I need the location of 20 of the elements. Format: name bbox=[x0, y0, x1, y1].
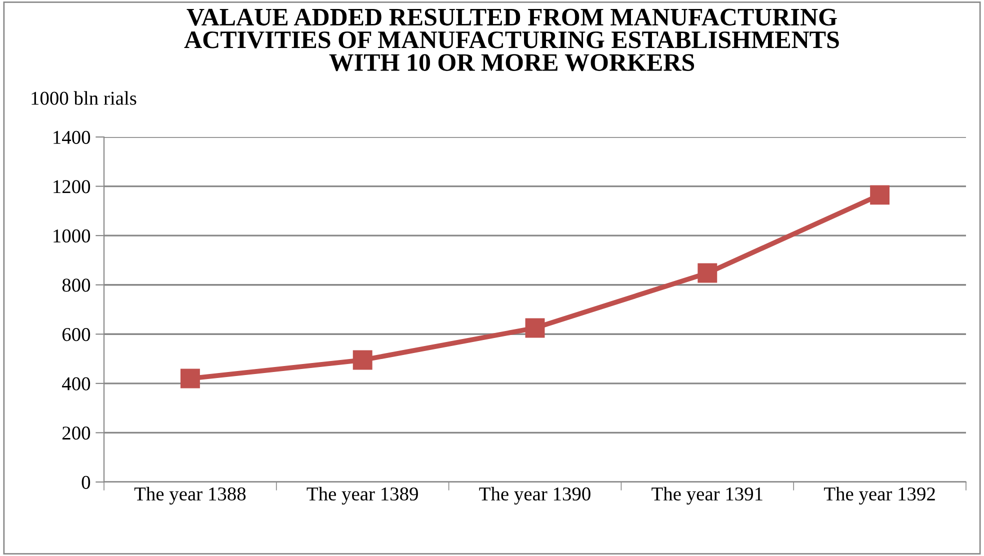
point bbox=[698, 263, 718, 283]
y-tick-label: 1200 bbox=[54, 180, 90, 194]
point bbox=[352, 350, 372, 370]
y-tick-label: 800 bbox=[62, 278, 90, 292]
y-tick-label: 600 bbox=[62, 328, 90, 342]
point bbox=[870, 185, 890, 205]
point bbox=[525, 318, 545, 338]
x-tick-label: The year 1392 bbox=[824, 486, 935, 505]
y-tick-label: 1000 bbox=[54, 229, 90, 243]
y-axis-title: 1000 bln rials bbox=[32, 91, 136, 105]
y-tick-label: 400 bbox=[62, 377, 90, 390]
x-tick-label: The year 1389 bbox=[306, 486, 418, 505]
x-tick-label: The year 1390 bbox=[479, 486, 590, 505]
chart-title: VALAUE ADDED RESULTED FROM MANUFACTURING ACTIVITIES OF MANUFACTURING ESTABLISHMENTS WITH 10 OR MORE WORKERS bbox=[184, 8, 839, 72]
y-tick-label: 1400 bbox=[54, 130, 90, 144]
y-tick-label: 0 bbox=[82, 476, 90, 489]
y-tick-label: 200 bbox=[62, 426, 90, 440]
x-tick-label: The year 1388 bbox=[134, 486, 246, 505]
point bbox=[180, 368, 200, 388]
x-tick-label: The year 1391 bbox=[652, 486, 762, 505]
